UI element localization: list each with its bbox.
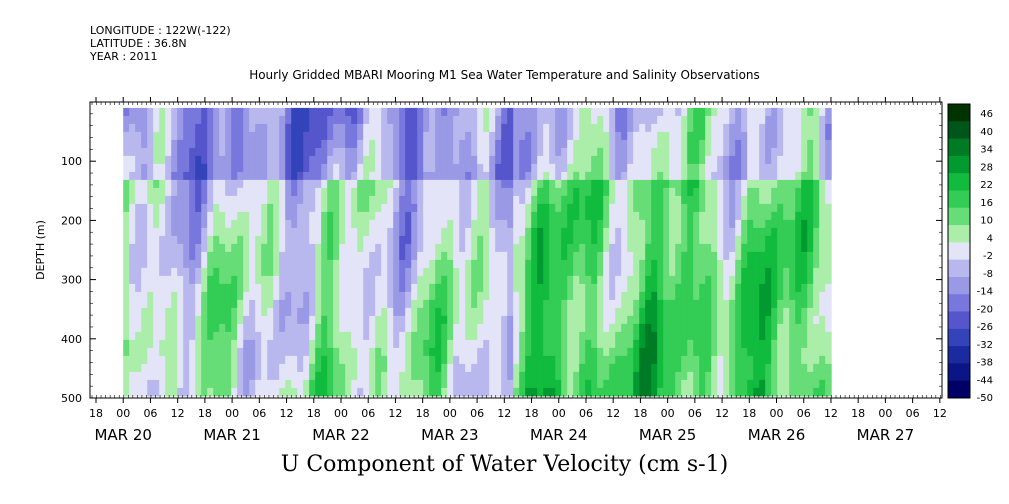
y-tick-label: 400 <box>61 333 82 346</box>
x-hour-tick-label: 18 <box>742 407 756 420</box>
colorbar-swatch <box>948 104 970 122</box>
colorbar-frame <box>947 103 971 399</box>
x-date-label: MAR 27 <box>857 426 914 444</box>
x-hour-tick-label: 00 <box>661 407 675 420</box>
colorbar-swatch <box>948 363 970 382</box>
x-date-label: MAR 26 <box>748 426 805 444</box>
x-axis-label: U Component of Water Velocity (cm s-1) <box>280 452 729 477</box>
colorbar-label: 40 <box>980 127 993 138</box>
x-hour-tick-label: 12 <box>606 407 620 420</box>
colorbar-label: 34 <box>980 145 993 156</box>
colorbar-swatch <box>948 328 970 347</box>
colorbar-swatch <box>948 294 970 313</box>
x-hour-tick-label: 18 <box>851 407 865 420</box>
x-hour-tick-label: 12 <box>171 407 185 420</box>
y-tick-label: 500 <box>61 392 82 405</box>
x-date-label: MAR 20 <box>94 426 151 444</box>
colorbar-swatch <box>948 138 970 157</box>
colorbar-label: 22 <box>980 180 993 191</box>
x-hour-tick-label: 18 <box>307 407 321 420</box>
x-hour-tick-label: 06 <box>470 407 484 420</box>
x-date-label: MAR 25 <box>639 426 696 444</box>
x-hour-tick-label: 00 <box>878 407 892 420</box>
x-hour-tick-label: 12 <box>824 407 838 420</box>
x-hour-tick-label: 06 <box>143 407 157 420</box>
colorbar-swatch <box>948 225 970 243</box>
colorbar-swatch <box>948 173 970 191</box>
colorbar-label: -44 <box>977 375 993 386</box>
x-hour-tick-label: 12 <box>280 407 294 420</box>
colorbar-swatch <box>948 155 970 174</box>
x-hour-tick-label: 12 <box>497 407 511 420</box>
colorbar-label: -32 <box>977 340 993 351</box>
x-hour-tick-label: 00 <box>770 407 784 420</box>
year-label: YEAR : 2011 <box>90 50 158 63</box>
x-date-label: MAR 21 <box>203 426 260 444</box>
y-tick-label: 300 <box>61 274 82 287</box>
x-date-label: MAR 24 <box>530 426 587 444</box>
colorbar-label: -50 <box>977 393 993 404</box>
colorbar-label: -2 <box>983 251 993 262</box>
x-hour-tick-label: 18 <box>633 407 647 420</box>
colorbar-label: -14 <box>977 287 993 298</box>
x-hour-tick-label: 18 <box>89 407 103 420</box>
colorbar-swatch <box>948 242 970 261</box>
x-hour-tick-label: 12 <box>715 407 729 420</box>
colorbar-label: 46 <box>980 109 993 120</box>
colorbar-swatch <box>948 259 970 278</box>
colorbar-swatch <box>948 346 970 364</box>
x-hour-tick-label: 18 <box>416 407 430 420</box>
x-hour-tick-label: 12 <box>933 407 947 420</box>
chart-title: Hourly Gridded MBARI Mooring M1 Sea Wate… <box>249 68 760 82</box>
x-hour-tick-label: 06 <box>361 407 375 420</box>
longitude-label: LONGITUDE : 122W(-122) <box>90 24 231 37</box>
x-date-label: MAR 22 <box>312 426 369 444</box>
x-hour-tick-label: 00 <box>334 407 348 420</box>
y-tick-label: 200 <box>61 214 82 227</box>
y-tick-label: 100 <box>61 155 82 168</box>
colorbar-label: -20 <box>977 304 993 315</box>
colorbar-label: -26 <box>977 322 993 333</box>
colorbar-swatch <box>948 276 970 295</box>
x-hour-tick-label: 06 <box>579 407 593 420</box>
colorbar-swatch <box>948 190 970 209</box>
x-hour-tick-label: 06 <box>252 407 266 420</box>
x-hour-tick-label: 12 <box>388 407 402 420</box>
colorbar-label: 16 <box>980 198 993 209</box>
colorbar-swatch <box>948 207 970 226</box>
x-hour-tick-label: 06 <box>688 407 702 420</box>
heatmap-cells <box>123 107 832 397</box>
colorbar-swatch <box>948 311 970 330</box>
x-hour-tick-label: 00 <box>116 407 130 420</box>
x-hour-tick-label: 00 <box>552 407 566 420</box>
colorbar-label: -8 <box>983 269 993 280</box>
x-date-label: MAR 23 <box>421 426 478 444</box>
colorbar-label: 28 <box>980 162 993 173</box>
colorbar-label: -38 <box>977 358 993 369</box>
latitude-label: LATITUDE : 36.8N <box>90 37 187 50</box>
colorbar-label: 4 <box>987 233 993 244</box>
y-axis-label: DEPTH (m) <box>34 220 47 280</box>
x-hour-tick-label: 18 <box>198 407 212 420</box>
colorbar-label: 10 <box>980 216 993 227</box>
x-hour-tick-label: 00 <box>225 407 239 420</box>
x-hour-tick-label: 06 <box>797 407 811 420</box>
x-hour-tick-label: 18 <box>525 407 539 420</box>
x-hour-tick-label: 00 <box>443 407 457 420</box>
plot-frame <box>89 101 943 399</box>
x-hour-tick-label: 06 <box>906 407 920 420</box>
colorbar-swatch <box>948 380 970 399</box>
colorbar-swatch <box>948 121 970 140</box>
